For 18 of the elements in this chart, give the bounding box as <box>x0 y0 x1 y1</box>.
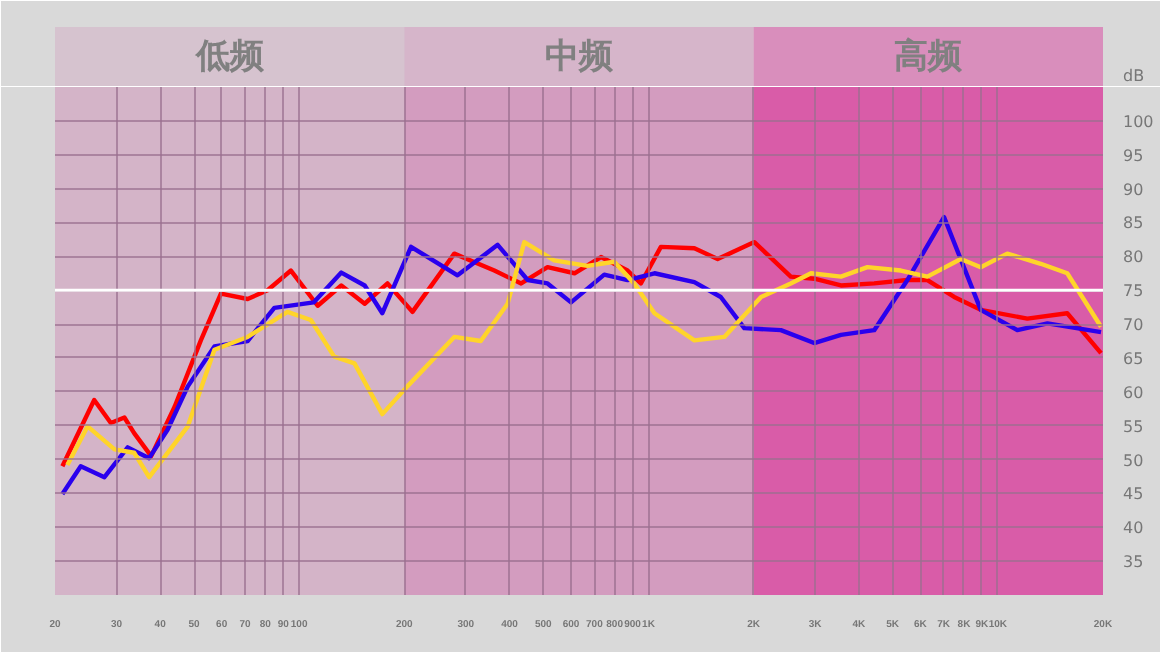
y-tick-label: 40 <box>1123 519 1144 538</box>
y-tick-label: 80 <box>1123 248 1144 267</box>
y-tick-label: 85 <box>1123 214 1144 233</box>
y-tick-label: 90 <box>1123 180 1144 199</box>
y-tick-label: 75 <box>1123 282 1144 301</box>
y-tick-label: 65 <box>1123 349 1144 368</box>
y-tick-label: 45 <box>1123 485 1144 504</box>
y-tick-label: 95 <box>1123 146 1144 165</box>
y-tick-label: 35 <box>1123 553 1144 572</box>
y-tick-label: 60 <box>1123 383 1144 402</box>
y-tick-label: 100 <box>1123 112 1154 131</box>
y-axis-title: dB <box>1123 67 1145 86</box>
y-tick-label: 55 <box>1123 417 1144 436</box>
band-label: 低频 <box>193 37 266 77</box>
y-tick-label: 70 <box>1123 316 1144 335</box>
band-label: 高频 <box>894 37 965 77</box>
band-label: 中频 <box>545 37 615 77</box>
y-tick-label: 50 <box>1123 451 1144 470</box>
